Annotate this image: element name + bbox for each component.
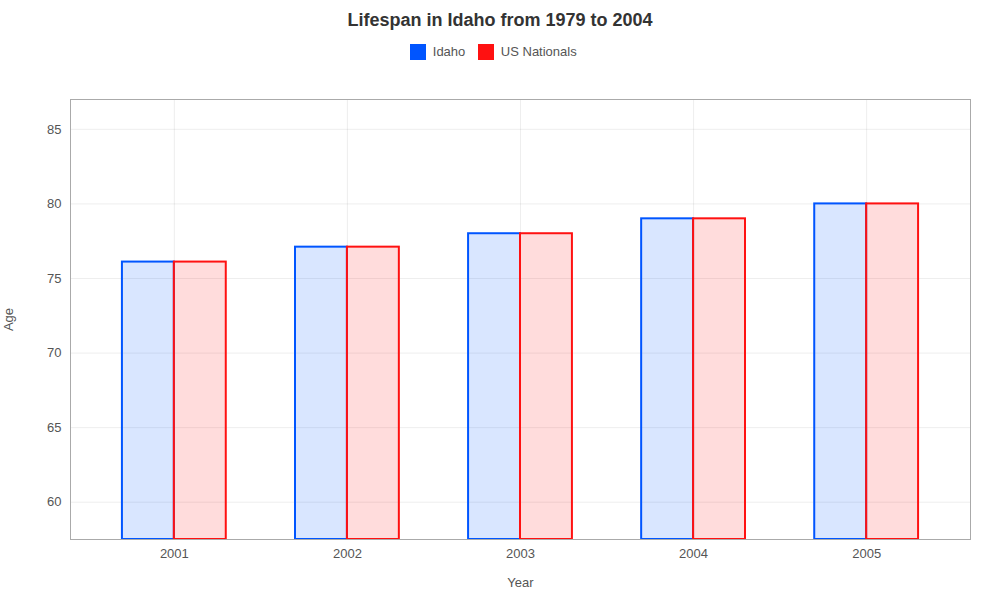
svg-text:75: 75: [47, 270, 61, 285]
svg-text:60: 60: [47, 494, 61, 509]
svg-text:Year: Year: [507, 574, 534, 589]
svg-text:80: 80: [47, 196, 61, 211]
svg-text:85: 85: [47, 121, 61, 136]
svg-text:2004: 2004: [679, 545, 708, 560]
svg-text:Age: Age: [1, 307, 16, 330]
svg-text:2002: 2002: [333, 545, 362, 560]
svg-text:2005: 2005: [852, 545, 881, 560]
svg-text:2001: 2001: [160, 545, 189, 560]
html-text:Lifespan in Idaho from 1979 to: Lifespan in Idaho from 1979 to 2004: [347, 10, 653, 30]
svg-text:70: 70: [47, 345, 61, 360]
html-text:Idaho: Idaho: [432, 44, 466, 59]
html-text:US Nationals: US Nationals: [500, 44, 577, 59]
svg-text:2003: 2003: [506, 545, 535, 560]
svg-text:65: 65: [47, 419, 61, 434]
